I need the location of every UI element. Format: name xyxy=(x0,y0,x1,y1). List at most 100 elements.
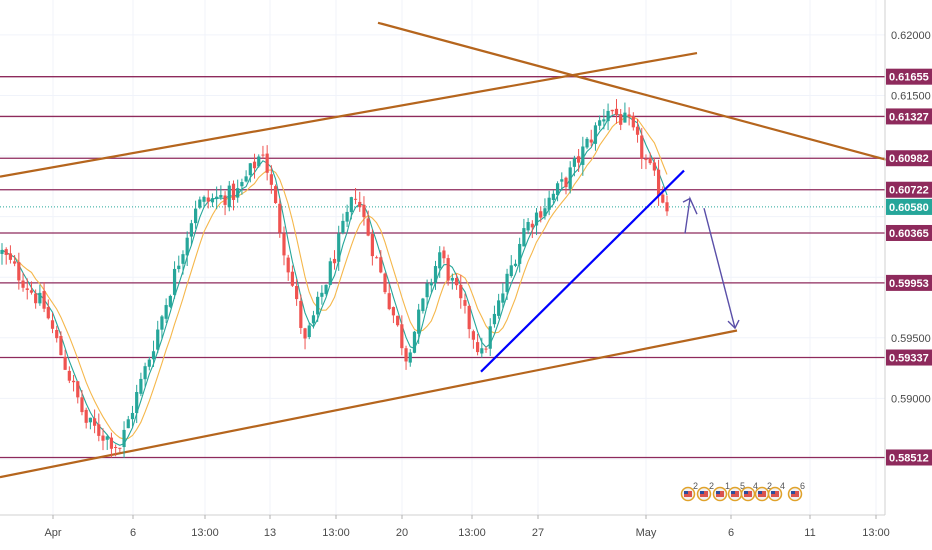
price-level-badge xyxy=(886,68,932,85)
event-count: 1 xyxy=(725,481,730,491)
candle-body xyxy=(417,309,421,334)
event-count: 6 xyxy=(800,481,805,491)
candle-body xyxy=(38,292,42,304)
candle-body xyxy=(8,253,13,260)
price-level-badge xyxy=(886,181,932,198)
candle-body xyxy=(450,277,454,281)
candle-body xyxy=(55,329,59,339)
candle-body xyxy=(4,249,8,255)
candle-body xyxy=(21,280,25,288)
candle-body xyxy=(454,278,459,286)
candle-body xyxy=(80,397,84,413)
price-level-badge xyxy=(886,449,932,466)
candle-body xyxy=(366,218,370,236)
candle-body xyxy=(210,198,215,203)
candle-body xyxy=(471,331,475,340)
candle-body xyxy=(244,176,248,182)
time-axis-label: 13:00 xyxy=(458,527,486,539)
candle-body xyxy=(526,221,530,231)
flag-canton-icon xyxy=(771,491,775,494)
candle-body xyxy=(379,257,383,273)
candle-body xyxy=(370,233,374,257)
candle-body xyxy=(181,254,185,264)
candle-body xyxy=(177,265,181,270)
candle-body xyxy=(362,204,366,218)
candle-body xyxy=(198,199,202,208)
time-axis[interactable]: Apr 6 13:00 13 13:00 20 13:00 27 May 6 11 13:00 xyxy=(44,515,890,539)
time-axis-label: 13:00 xyxy=(862,527,890,539)
candle-body xyxy=(551,193,555,201)
candle-body xyxy=(299,300,303,328)
candle-body xyxy=(345,211,349,222)
candle-body xyxy=(513,263,518,266)
flag-canton-icon xyxy=(700,491,704,494)
price-axis-label: 0.62000 xyxy=(891,30,931,42)
candle-body xyxy=(627,114,631,117)
candle-body xyxy=(555,183,560,196)
candle-body xyxy=(130,412,135,420)
price-axis-label: 0.60722 xyxy=(889,185,929,197)
candle-body xyxy=(387,293,391,310)
candle-body xyxy=(151,351,156,360)
candle-body xyxy=(160,316,164,330)
price-axis-label: 0.59337 xyxy=(889,353,929,365)
channel-lines xyxy=(0,21,887,479)
candle-body xyxy=(46,307,50,319)
candle-body xyxy=(84,409,88,423)
candle-body xyxy=(101,435,105,441)
candle-body xyxy=(278,203,282,233)
candle-body xyxy=(17,262,21,281)
candle-body xyxy=(421,298,425,312)
time-axis-label: 13:00 xyxy=(191,527,219,539)
candle-body xyxy=(505,273,509,292)
candle-body xyxy=(164,305,168,319)
candle-body xyxy=(240,182,244,187)
candle-body xyxy=(337,233,341,262)
time-axis-label: Apr xyxy=(44,527,61,539)
candle-body xyxy=(476,342,480,353)
candle-body xyxy=(13,261,17,264)
candle-body xyxy=(488,326,492,349)
candle-body xyxy=(139,378,143,394)
event-count: 2 xyxy=(709,481,714,491)
candle-body xyxy=(341,220,345,233)
channel-line xyxy=(0,51,698,178)
candle-body xyxy=(623,112,627,123)
candle-body xyxy=(236,188,240,198)
trend-drawings xyxy=(480,169,740,373)
time-axis-label: 11 xyxy=(804,527,815,539)
flag-canton-icon xyxy=(716,491,720,494)
candle-body xyxy=(223,195,227,205)
price-level-badge xyxy=(886,108,932,125)
candle-body xyxy=(572,158,577,167)
candle-body xyxy=(425,283,429,298)
candle-body xyxy=(215,196,219,200)
candle-body xyxy=(76,381,80,398)
time-axis-label: 27 xyxy=(532,527,544,539)
candle-body xyxy=(459,284,463,299)
candle-body xyxy=(269,174,273,185)
candle-body xyxy=(568,167,572,189)
flag-canton-icon xyxy=(731,491,735,494)
flag-canton-icon xyxy=(744,491,748,494)
candle-body xyxy=(122,429,126,448)
moving-average-slow xyxy=(1,115,668,440)
candle-body xyxy=(619,114,623,125)
arrow-up-head xyxy=(682,197,691,203)
candle-body xyxy=(656,169,661,196)
candle-body xyxy=(446,258,450,281)
candles xyxy=(0,99,669,458)
candle-body xyxy=(598,120,602,126)
price-axis[interactable]: 0.62000 0.61655 0.61500 0.61327 0.60982 0.607… xyxy=(886,30,932,466)
candle-body xyxy=(105,436,109,440)
candle-body xyxy=(652,162,656,171)
arrow-down xyxy=(703,207,736,329)
arrow-down-head xyxy=(727,319,740,330)
candle-body xyxy=(522,228,526,247)
candle-body xyxy=(273,186,278,204)
candle-body xyxy=(442,250,446,259)
grid xyxy=(0,0,885,515)
